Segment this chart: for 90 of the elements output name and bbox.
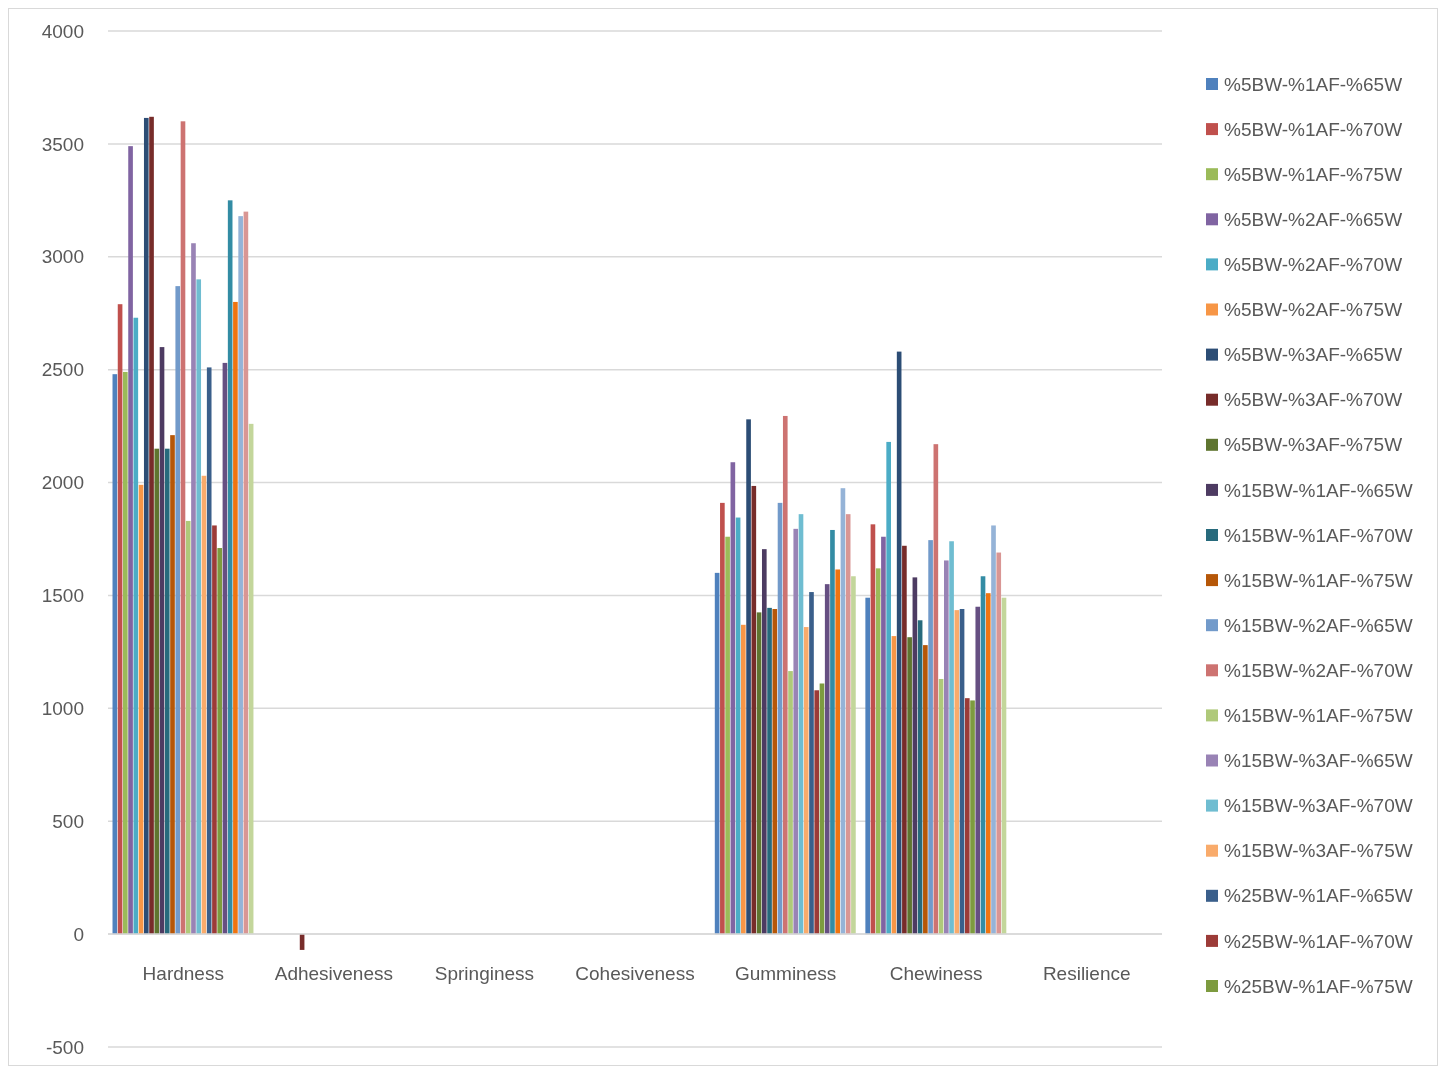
legend-label: %15BW-%1AF-%75W xyxy=(1224,569,1413,591)
bar xyxy=(865,597,871,935)
bar xyxy=(996,552,1002,935)
bar xyxy=(133,317,139,935)
bar xyxy=(164,448,170,935)
y-tick-label: 3000 xyxy=(41,246,84,268)
bar xyxy=(814,690,820,935)
bar xyxy=(830,529,835,935)
legend-label: %15BW-%3AF-%75W xyxy=(1224,840,1413,862)
bar xyxy=(725,536,730,935)
bar xyxy=(206,367,212,935)
x-tick-label: Adhesiveness xyxy=(274,963,394,985)
legend-label: %5BW-%1AF-%75W xyxy=(1224,163,1403,185)
y-tick-label: 2500 xyxy=(41,359,84,381)
bar xyxy=(944,560,949,935)
bar xyxy=(212,525,217,935)
bar xyxy=(149,116,154,935)
bar xyxy=(217,548,222,935)
x-tick-label: Cohesiveness xyxy=(575,963,695,985)
y-tick-label: 2000 xyxy=(41,472,84,494)
legend-label: %5BW-%3AF-%75W xyxy=(1224,434,1403,456)
bar xyxy=(772,608,778,935)
legend-label: %15BW-%3AF-%65W xyxy=(1224,750,1413,772)
legend-label: %25BW-%1AF-%65W xyxy=(1224,885,1413,907)
x-tick-label: Chewiness xyxy=(889,963,983,985)
bar xyxy=(191,243,196,935)
x-tick-label: Springiness xyxy=(434,963,535,985)
legend-label: %5BW-%1AF-%65W xyxy=(1224,73,1403,95)
legend-label: %15BW-%2AF-%65W xyxy=(1224,614,1413,636)
legend-label: %15BW-%1AF-%65W xyxy=(1224,479,1413,501)
bar xyxy=(964,698,970,935)
y-tick-label: 500 xyxy=(52,810,84,832)
legend-label: %5BW-%2AF-%70W xyxy=(1224,254,1403,276)
legend-label: %5BW-%3AF-%65W xyxy=(1224,344,1403,366)
legend-label: %25BW-%1AF-%75W xyxy=(1224,975,1413,997)
bar xyxy=(923,645,928,935)
legend-label: %5BW-%3AF-%70W xyxy=(1224,389,1403,411)
bar xyxy=(907,637,912,935)
bar xyxy=(793,528,799,935)
bar xyxy=(782,415,788,935)
bar xyxy=(803,627,809,935)
bar xyxy=(881,536,886,935)
bar xyxy=(975,606,981,935)
bar xyxy=(809,592,814,935)
x-tick-label: Gumminess xyxy=(734,963,837,985)
bar xyxy=(824,584,830,935)
bar xyxy=(875,568,881,935)
legend-label: %15BW-%3AF-%70W xyxy=(1224,795,1413,817)
bar xyxy=(902,545,907,935)
bar xyxy=(741,624,746,935)
legend-label: %15BW-%2AF-%70W xyxy=(1224,659,1413,681)
y-tick-label: 3500 xyxy=(41,133,84,155)
x-tick-label: Hardness xyxy=(142,963,224,985)
y-tick-label: -500 xyxy=(45,1036,84,1058)
bar xyxy=(835,569,841,935)
bar xyxy=(170,435,175,935)
bar xyxy=(128,146,133,935)
bar xyxy=(175,286,181,935)
bar xyxy=(851,576,856,935)
bar xyxy=(928,540,933,935)
bar xyxy=(123,371,128,935)
legend-label: %25BW-%1AF-%70W xyxy=(1224,930,1413,952)
y-tick-label: 0 xyxy=(73,923,84,945)
bar xyxy=(720,502,725,935)
legend-label: %15BW-%1AF-%70W xyxy=(1224,524,1413,546)
bar xyxy=(196,279,202,935)
bar xyxy=(954,610,960,935)
legend-label: %15BW-%1AF-%75W xyxy=(1224,705,1413,727)
bar xyxy=(233,301,238,935)
y-tick-label: 1500 xyxy=(41,585,84,607)
bar xyxy=(886,441,891,935)
bar xyxy=(991,525,996,935)
bar xyxy=(985,593,991,935)
bar xyxy=(949,541,954,935)
legend-label: %5BW-%2AF-%75W xyxy=(1224,299,1403,321)
bar xyxy=(970,700,975,935)
x-tick-label: Resilience xyxy=(1042,963,1131,985)
bar xyxy=(767,607,772,935)
legend-label: %5BW-%2AF-%65W xyxy=(1224,208,1403,230)
bar xyxy=(143,117,149,935)
bar xyxy=(751,485,757,935)
bar xyxy=(238,216,243,935)
bar xyxy=(788,671,793,935)
bar xyxy=(746,419,751,935)
y-tick-label: 1000 xyxy=(41,697,84,719)
bar xyxy=(761,549,767,935)
legend-label: %5BW-%1AF-%70W xyxy=(1224,118,1403,140)
bar xyxy=(185,520,191,935)
bar xyxy=(154,448,160,935)
y-tick-label: 4000 xyxy=(41,20,84,42)
